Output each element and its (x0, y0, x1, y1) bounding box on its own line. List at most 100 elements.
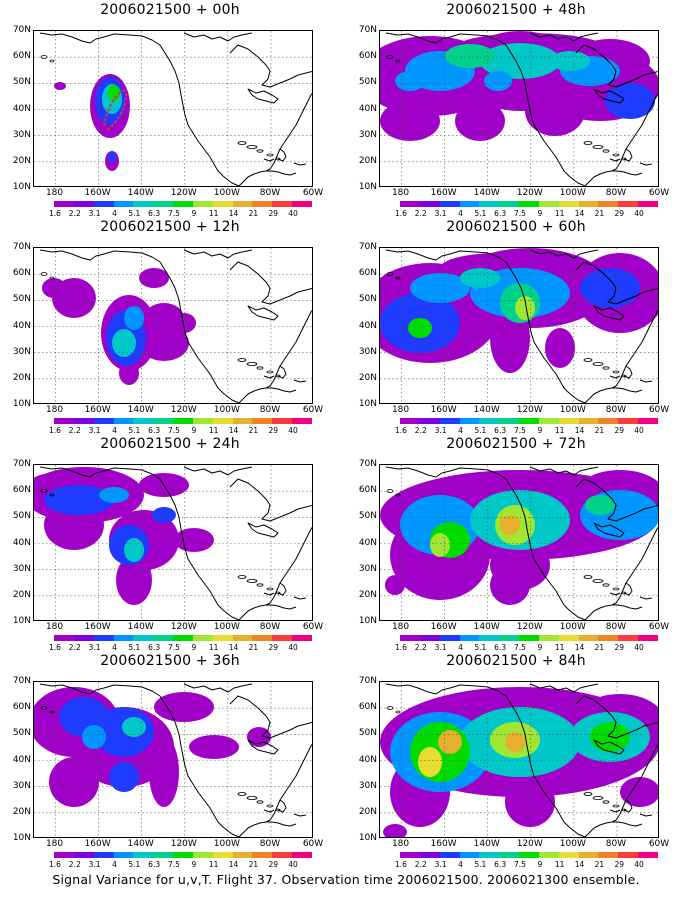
panel-title: 2006021500 + 36h (100, 653, 240, 669)
longitude-tick-label: 120W (170, 405, 197, 415)
coastline (39, 249, 312, 403)
colorbar-level-label: 11 (554, 209, 565, 218)
colorbar-level-label: 9 (537, 209, 543, 218)
colorbar-swatch (252, 852, 273, 858)
longitude-tick-label: 60W (648, 622, 670, 632)
latitude-tick-label: 60N (358, 51, 377, 62)
longitude-tick-label: 120W (516, 622, 543, 632)
island-outline (592, 145, 604, 149)
longitude-tick-label: 100W (213, 405, 240, 415)
longitude-tick-label: 100W (559, 622, 586, 632)
island-outline (583, 792, 593, 796)
colorbar-level-label: 11 (208, 643, 219, 652)
colorbar-swatch (598, 635, 619, 641)
colorbar-swatch (232, 635, 253, 641)
colorbar-level-label: 4 (112, 209, 117, 218)
colorbar-swatch (538, 852, 559, 858)
colorbar-level-label: 29 (614, 860, 624, 869)
colorbar-level-label: 6.3 (148, 860, 161, 869)
colorbar-level-label: 14 (574, 209, 585, 218)
variance-field (380, 248, 658, 403)
island-outline (621, 374, 627, 378)
island-outline (395, 276, 401, 280)
longitude-tick-label: 120W (170, 839, 197, 849)
panel-title: 2006021500 + 00h (100, 2, 240, 18)
latitude-tick-label: 60N (358, 702, 377, 713)
island-outline (592, 796, 604, 800)
variance-contour (490, 565, 530, 605)
colorbar-swatch (439, 852, 460, 858)
longitude-tick-label: 140W (473, 405, 500, 415)
colorbar-swatch (93, 635, 114, 641)
colorbar-level-label: 7.5 (168, 860, 180, 869)
longitude-tick-label: 160W (84, 839, 111, 849)
colorbar-level-label: 29 (268, 209, 278, 218)
variance-contour (585, 495, 615, 515)
colorbar-level-label: 1.6 (48, 209, 61, 218)
colorbar-swatch (73, 635, 94, 641)
colorbar-swatch (93, 201, 114, 207)
island-outline (266, 153, 274, 157)
colorbar-level-label: 9 (191, 209, 197, 218)
colorbar-swatch (439, 201, 460, 207)
colorbar-swatch (499, 852, 520, 858)
coastline (385, 683, 658, 837)
colorbar-level-label: 7.5 (168, 643, 180, 652)
colorbar-level-label: 40 (634, 643, 644, 652)
island-outline (621, 808, 627, 812)
latitude-tick-label: 40N (358, 537, 377, 548)
colorbar-level-label: 2.2 (414, 643, 427, 652)
colorbar-swatch (232, 201, 253, 207)
colorbar-swatch (192, 418, 213, 424)
variance-field (380, 682, 658, 837)
longitude-tick-label: 60W (648, 839, 670, 849)
colorbar-level-label: 5.1 (128, 209, 141, 218)
colorbar-level-label: 7.5 (514, 643, 526, 652)
colorbar-level-label: 9 (537, 643, 543, 652)
colorbar (54, 201, 312, 207)
colorbar-swatch (173, 852, 193, 858)
colorbar-swatch (479, 852, 500, 858)
latitude-tick-label: 30N (358, 563, 377, 574)
latitude-tick-label: 60N (358, 485, 377, 496)
variance-contour (172, 313, 196, 333)
map-panel-0h: 2006021500 + 00h 70N 60N 50N 40N 30N 20N 10N 180… (0, 0, 340, 218)
colorbar-swatch (113, 635, 134, 641)
longitude-tick-label: 60W (648, 405, 670, 415)
colorbar-level-label: 4 (458, 209, 463, 218)
panel-title: 2006021500 + 72h (446, 436, 586, 452)
island-outline (386, 55, 394, 59)
colorbar-swatch (252, 635, 273, 641)
colorbar-swatch (538, 635, 559, 641)
colorbar-level-label: 40 (288, 643, 298, 652)
colorbar-level-label: 2.2 (68, 643, 81, 652)
colorbar-level-label: 7.5 (168, 209, 180, 218)
variance-contour (505, 777, 555, 827)
longitude-tick-label: 140W (127, 622, 154, 632)
latitude-tick-label: 40N (12, 320, 31, 331)
longitude-tick-label: 120W (516, 405, 543, 415)
latitude-tick-label: 10N (12, 616, 31, 626)
latitude-tick-label: 30N (12, 346, 31, 357)
longitude-tick-label: 160W (430, 188, 457, 198)
colorbar-swatch (212, 635, 233, 641)
colorbar-swatch (232, 418, 253, 424)
colorbar-level-label: 4 (112, 426, 117, 435)
colorbar-swatch (558, 852, 579, 858)
colorbar-swatch (272, 418, 293, 424)
island-outline (49, 276, 55, 280)
colorbar-level-label: 21 (248, 860, 259, 869)
variance-contour (480, 43, 560, 79)
colorbar-swatch (618, 418, 639, 424)
latitude-tick-label: 40N (12, 103, 31, 114)
colorbar-level-label: 29 (614, 209, 624, 218)
coastline (39, 466, 312, 620)
latitude-tick-label: 10N (12, 399, 31, 409)
colorbar-level-label: 5.1 (128, 643, 141, 652)
map-panel-84h: 2006021500 + 84h 70N 60N 50N 40N 30N 20N 10N 180… (346, 651, 686, 869)
colorbar-level-label: 40 (288, 860, 298, 869)
island-outline (621, 157, 627, 161)
variance-contour (116, 555, 152, 605)
longitude-tick-label: 180 (391, 622, 410, 632)
colorbar-swatch (419, 852, 440, 858)
